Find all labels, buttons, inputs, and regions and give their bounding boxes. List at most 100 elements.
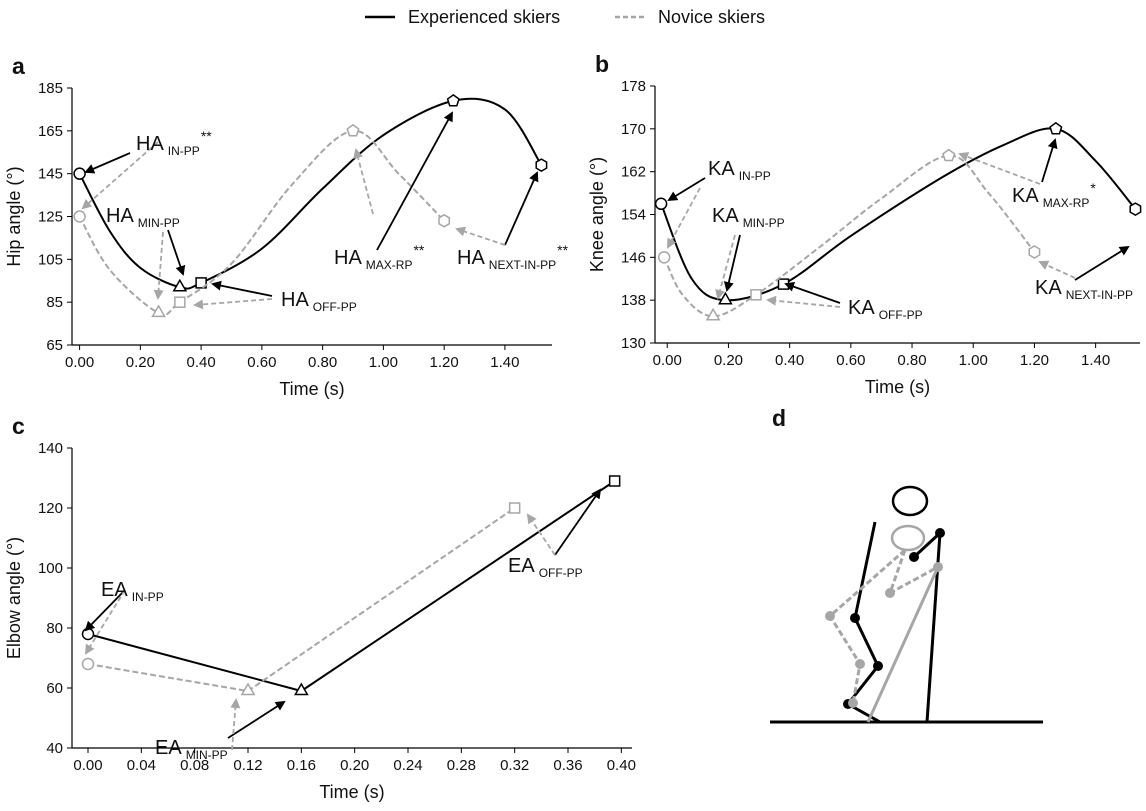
x-tick-label: 1.00	[959, 352, 988, 369]
annotation-arrow	[1041, 138, 1058, 183]
annotation-text: HA	[136, 133, 164, 155]
annotation-arrow	[376, 111, 453, 251]
annotation-text: KA	[708, 158, 735, 180]
marker-pentagon	[346, 123, 360, 137]
annotation-text: EA	[155, 737, 182, 759]
annotation-arrow	[554, 488, 602, 556]
series-line	[663, 154, 1036, 318]
annotation-sup: **	[557, 242, 568, 258]
marker-square	[174, 296, 186, 308]
annotation-arrow	[84, 589, 126, 632]
annotation-arrow	[81, 141, 159, 210]
annotation-arrow	[1038, 260, 1076, 279]
annotation-arrow	[353, 148, 374, 215]
annotation-text: KA	[1012, 185, 1039, 207]
marker-pentagon	[1049, 121, 1063, 135]
annotation-arrow	[227, 700, 286, 739]
annotation-text: HA	[457, 247, 485, 269]
annotation-arrow	[211, 280, 273, 297]
y-tick-label: 120	[38, 500, 63, 517]
x-tick-label: 0.24	[393, 757, 422, 774]
x-tick-label: 0.80	[308, 354, 337, 371]
annotation-sub: MIN-PP	[138, 216, 180, 230]
annotation-sub: IN-PP	[739, 169, 771, 183]
annotation-arrow	[504, 171, 539, 246]
panel-label: a	[12, 53, 25, 79]
marker-circle	[73, 167, 86, 180]
marker-triangle	[151, 304, 166, 318]
annotation-arrow	[667, 177, 706, 202]
legend: Experienced skiers Novice skiers	[365, 7, 765, 27]
marker-hexagon	[438, 213, 451, 228]
x-tick-label: 1.00	[369, 354, 398, 371]
panel-label: c	[12, 413, 25, 439]
annotation-arrow	[784, 281, 841, 304]
annotation-sub: OFF-PP	[313, 300, 357, 314]
x-axis-title: Time (s)	[279, 379, 344, 399]
annotation-sub: IN-PP	[168, 144, 200, 158]
annotation-text: HA	[334, 247, 362, 269]
marker-pentagon	[942, 148, 956, 162]
marker-square	[750, 289, 762, 301]
y-tick-label: 105	[38, 251, 63, 268]
series-line	[87, 480, 616, 693]
annotation-text: EA	[508, 555, 535, 577]
y-axis-title: Elbow angle (°)	[4, 537, 24, 659]
chart-panel: a 65 85 105 125 145 165 185 0.00 0.20 0.40 0.60 0.80…	[4, 53, 569, 399]
marker-triangle	[240, 682, 256, 696]
y-tick-label: 185	[38, 80, 63, 97]
y-tick-label: 146	[621, 249, 646, 266]
legend-label: Novice skiers	[658, 7, 765, 27]
annotation-text: KA	[848, 297, 875, 319]
marker-square	[508, 502, 521, 514]
x-tick-label: 1.20	[1020, 352, 1049, 369]
x-tick-label: 0.40	[607, 757, 636, 774]
y-tick-label: 145	[38, 166, 63, 183]
panel-label: d	[772, 405, 786, 431]
x-tick-label: 0.08	[180, 757, 209, 774]
y-axis-title: Knee angle (°)	[587, 157, 607, 272]
annotation-arrow	[1074, 245, 1130, 281]
annotation: HA NEXT-IN-PP**	[457, 242, 569, 272]
x-tick-label: 0.12	[233, 757, 262, 774]
marker-triangle	[705, 307, 721, 321]
annotation-arrow	[193, 298, 273, 310]
y-tick-label: 85	[46, 294, 63, 311]
annotation-sub: IN-PP	[132, 590, 164, 604]
annotation: HA IN-PP**	[136, 128, 212, 158]
x-tick-label: 0.00	[73, 757, 102, 774]
y-tick-label: 40	[46, 740, 63, 757]
x-tick-label: 0.32	[500, 757, 529, 774]
annotation: HA OFF-PP	[281, 289, 357, 314]
marker-triangle	[172, 278, 188, 292]
x-tick-label: 0.04	[127, 757, 156, 774]
annotation-sub: OFF-PP	[879, 308, 923, 322]
annotation-arrow	[526, 513, 556, 556]
chart-panel: c 40 60 80 100 120 140 0.00 0.04 0.08 0.12 0.16 0.20…	[4, 413, 636, 802]
annotation-sup: **	[413, 242, 424, 258]
annotation-arrow	[153, 231, 164, 300]
annotation-arrow	[723, 234, 741, 292]
annotation-sub: MAX-RP	[366, 258, 413, 272]
marker-circle	[657, 251, 671, 264]
y-tick-label: 80	[46, 620, 63, 637]
x-tick-label: 1.20	[430, 354, 459, 371]
annotation-sub: MIN-PP	[743, 216, 785, 230]
annotation: KA OFF-PP	[848, 297, 923, 322]
x-axis-title: Time (s)	[865, 377, 930, 397]
y-tick-label: 65	[46, 337, 63, 354]
marker-square	[608, 475, 621, 487]
y-tick-label: 154	[621, 207, 646, 224]
y-axis-title: Hip angle (°)	[4, 166, 24, 266]
y-tick-label: 100	[38, 560, 63, 577]
annotation: KA MIN-PP	[712, 205, 785, 230]
annotation-arrow	[958, 152, 1041, 185]
y-tick-label: 138	[621, 292, 646, 309]
x-tick-label: 0.00	[653, 352, 682, 369]
marker-hexagon	[535, 158, 548, 172]
annotation-text: HA	[106, 205, 134, 227]
annotation-sub: NEXT-IN-PP	[489, 258, 556, 272]
annotation: EA MIN-PP	[155, 737, 228, 762]
y-tick-label: 162	[621, 164, 646, 181]
chart-panel: b 130 138 146 154 162 170 178 0.00 0.20 0.40 0.60 0.…	[587, 51, 1142, 397]
